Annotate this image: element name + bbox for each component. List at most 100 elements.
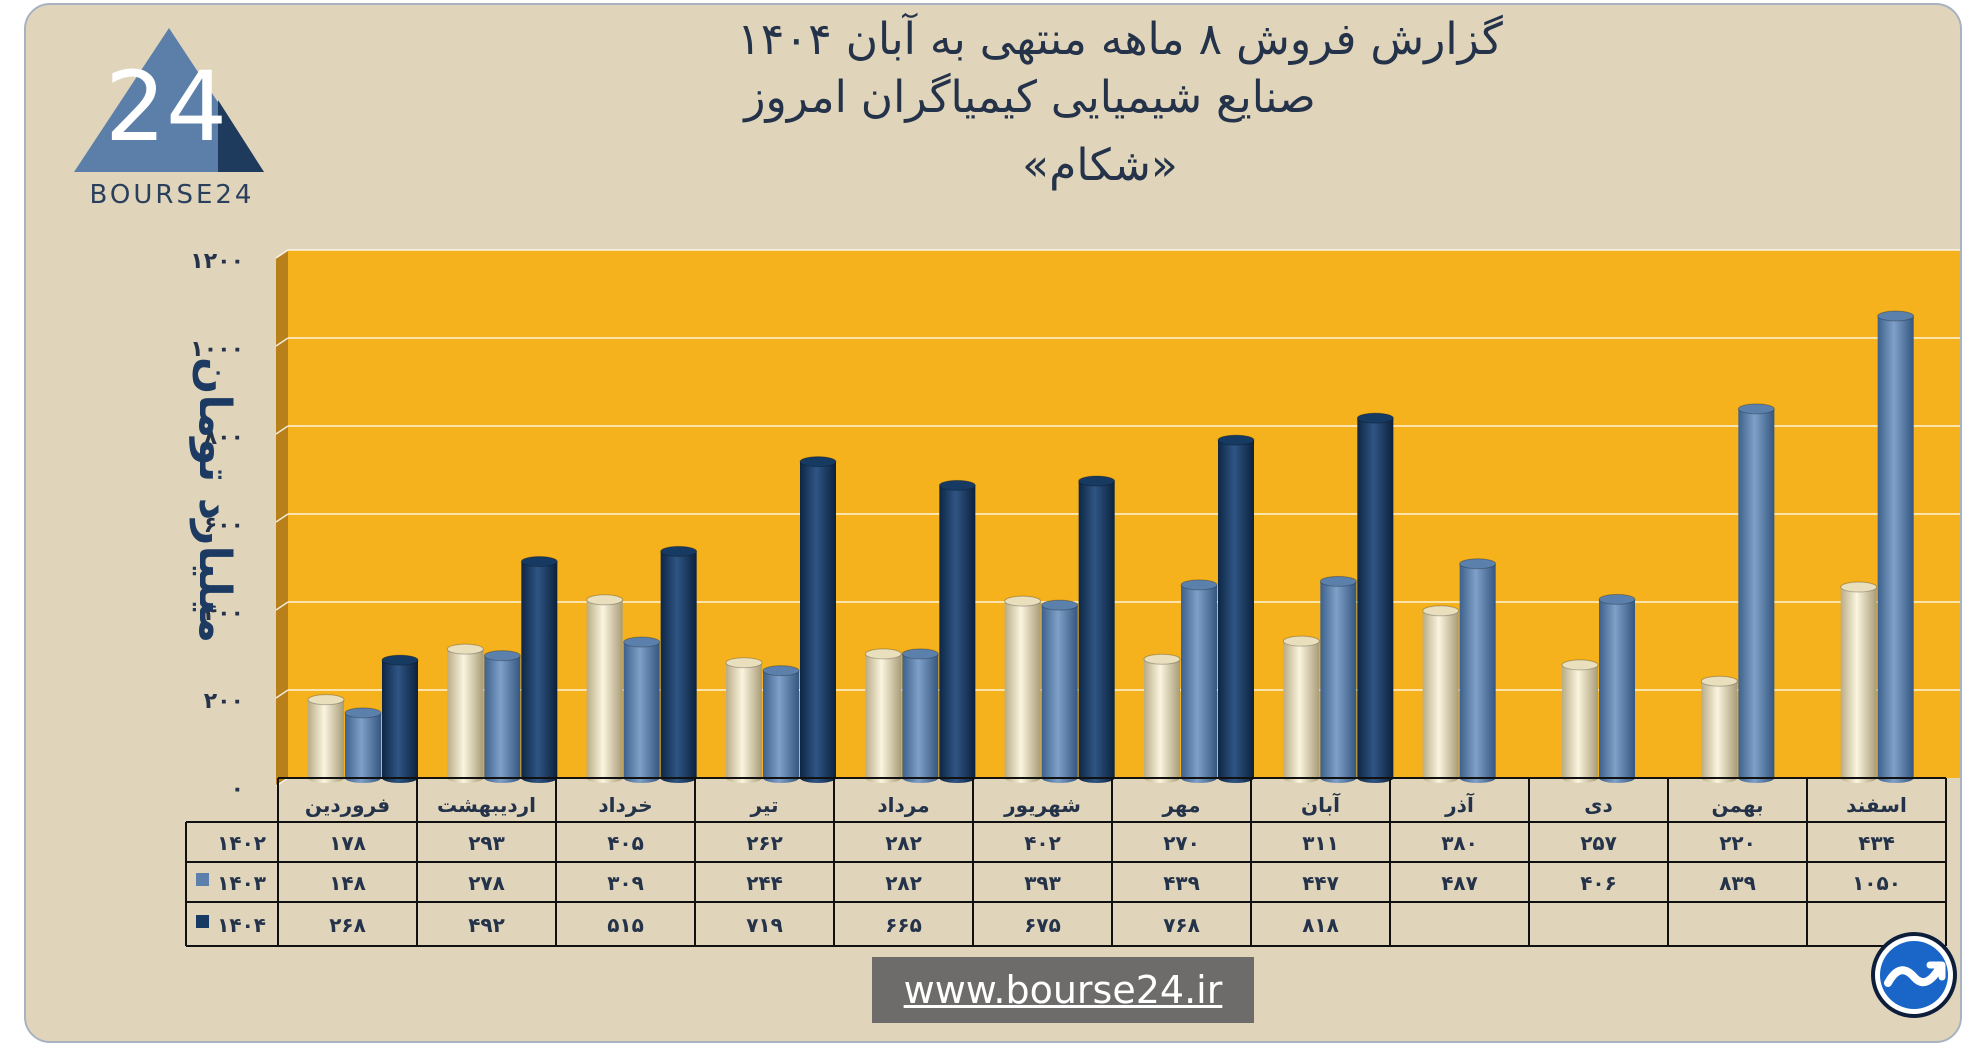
data-label: ۶۶۵ xyxy=(885,913,922,937)
bar-body xyxy=(1738,408,1775,778)
bar-body xyxy=(1840,587,1877,778)
bar xyxy=(938,479,976,783)
bar-body xyxy=(1357,418,1394,778)
bar-body xyxy=(382,660,418,778)
bar-top xyxy=(1143,653,1181,665)
trend-arrow-icon xyxy=(1871,932,1957,1018)
bar-top xyxy=(1041,599,1079,611)
bar-top xyxy=(1217,434,1255,446)
bar-top xyxy=(483,650,521,662)
bar xyxy=(1004,595,1042,783)
data-label: ۸۳۹ xyxy=(1719,871,1756,895)
logo-mark-text: 24 xyxy=(105,51,227,163)
bar-body xyxy=(1422,610,1459,778)
bar-body xyxy=(1078,481,1115,778)
bar-top xyxy=(1356,412,1394,424)
bar xyxy=(762,665,800,783)
x-tick-label: تیر xyxy=(749,793,778,817)
bar xyxy=(1598,593,1636,783)
bar xyxy=(660,545,698,783)
data-label: ۴۳۹ xyxy=(1163,871,1200,895)
bar xyxy=(1422,605,1460,783)
data-label: ۴۹۲ xyxy=(468,913,505,937)
bar-top xyxy=(1282,635,1320,647)
bar-top xyxy=(725,657,763,669)
y-tick-label: ۸۰۰ xyxy=(204,425,244,450)
logo-wordmark: BOURSE24 xyxy=(89,180,255,210)
x-tick-label: اردیبهشت xyxy=(437,793,536,817)
bar xyxy=(901,648,939,783)
bar-body xyxy=(763,670,799,778)
data-table: فروردین اردیبهشت خرداد تیر مرداد شهریور مهر آبا… xyxy=(185,777,1947,947)
data-label: ۶۷۵ xyxy=(1024,913,1061,937)
data-label: ۲۸۲ xyxy=(885,831,922,855)
bar xyxy=(1737,403,1775,783)
y-axis-label: میلیارد تومان xyxy=(189,357,240,643)
bar-body xyxy=(1562,664,1598,778)
y-tick-label: ۶۰۰ xyxy=(204,513,244,538)
sales-bar-chart: فروردین اردیبهشت خرداد تیر مرداد شهریور مهر آبا… xyxy=(185,249,1960,947)
data-label: ۴۴۷ xyxy=(1302,871,1339,895)
bar-top xyxy=(1004,595,1042,607)
bar-body xyxy=(902,653,939,778)
bar-body xyxy=(939,485,976,778)
data-label: ۳۹۳ xyxy=(1024,871,1061,895)
x-tick-label: فروردین xyxy=(305,793,390,817)
bar-top xyxy=(520,556,558,568)
bar-body xyxy=(345,712,381,778)
bar-body xyxy=(1283,641,1320,778)
bar xyxy=(1282,635,1320,783)
data-label: ۸۱۸ xyxy=(1302,913,1339,937)
gridline-side xyxy=(275,689,289,699)
website-link[interactable]: www.bourse24.ir xyxy=(872,957,1254,1023)
bar-top xyxy=(381,654,419,666)
x-tick-label: بهمن xyxy=(1711,793,1763,817)
bar xyxy=(1700,675,1738,783)
bar xyxy=(586,594,624,783)
bars xyxy=(307,310,1915,783)
data-label: ۵۱۵ xyxy=(607,913,644,937)
chart-title-line2: صنایع شیمیایی کیمیاگران امروز xyxy=(744,72,1316,123)
bar xyxy=(381,654,419,783)
data-label: ۷۱۹ xyxy=(746,913,783,937)
bar-top xyxy=(1422,605,1460,617)
bar-body xyxy=(1218,440,1254,778)
bar-body xyxy=(800,461,836,778)
bar xyxy=(725,657,763,783)
bar-body xyxy=(1320,581,1357,778)
data-label: ۱۷۸ xyxy=(329,831,366,855)
data-label: ۲۷۰ xyxy=(1163,831,1200,855)
bar-top xyxy=(660,545,698,557)
data-label: ۴۰۵ xyxy=(607,831,644,855)
bar-body xyxy=(308,699,344,778)
bar-body xyxy=(447,649,484,778)
x-tick-label: مرداد xyxy=(877,793,929,817)
x-tick-label: مهر xyxy=(1161,793,1200,817)
bar-body xyxy=(726,662,762,778)
y-axis: ۰ ۲۰۰ ۴۰۰ ۶۰۰ ۸۰۰ ۱۰۰۰ ۱۲۰۰ میلیارد تومان xyxy=(189,249,244,802)
bar-body xyxy=(586,599,623,778)
legend-swatch xyxy=(196,873,209,886)
data-label: ۲۵۷ xyxy=(1580,831,1617,855)
y-tick-label: ۱۲۰۰ xyxy=(190,249,244,274)
data-label: ۲۴۴ xyxy=(746,871,783,895)
bar-top xyxy=(344,707,382,719)
data-label: ۲۶۸ xyxy=(329,913,366,937)
bar-body xyxy=(484,655,521,778)
bar xyxy=(446,643,484,783)
bar-body xyxy=(521,561,558,778)
data-label: ۳۰۹ xyxy=(607,871,644,895)
gridline-side xyxy=(275,513,289,523)
chart-title-line1: گزارش فروش ۸ ماهه منتهی به آبان ۱۴۰۴ xyxy=(737,14,1503,65)
y-tick-label: ۲۰۰ xyxy=(204,689,244,714)
bar xyxy=(1877,310,1915,783)
gridline-side xyxy=(275,337,289,347)
bar-top xyxy=(1180,579,1218,591)
bar xyxy=(1143,653,1181,783)
x-tick-label: خرداد xyxy=(598,793,652,817)
data-label: ۲۷۸ xyxy=(468,871,505,895)
bar-top xyxy=(1319,575,1357,587)
bar xyxy=(1356,412,1394,783)
bar xyxy=(1840,581,1878,783)
bar-top xyxy=(1877,310,1915,322)
